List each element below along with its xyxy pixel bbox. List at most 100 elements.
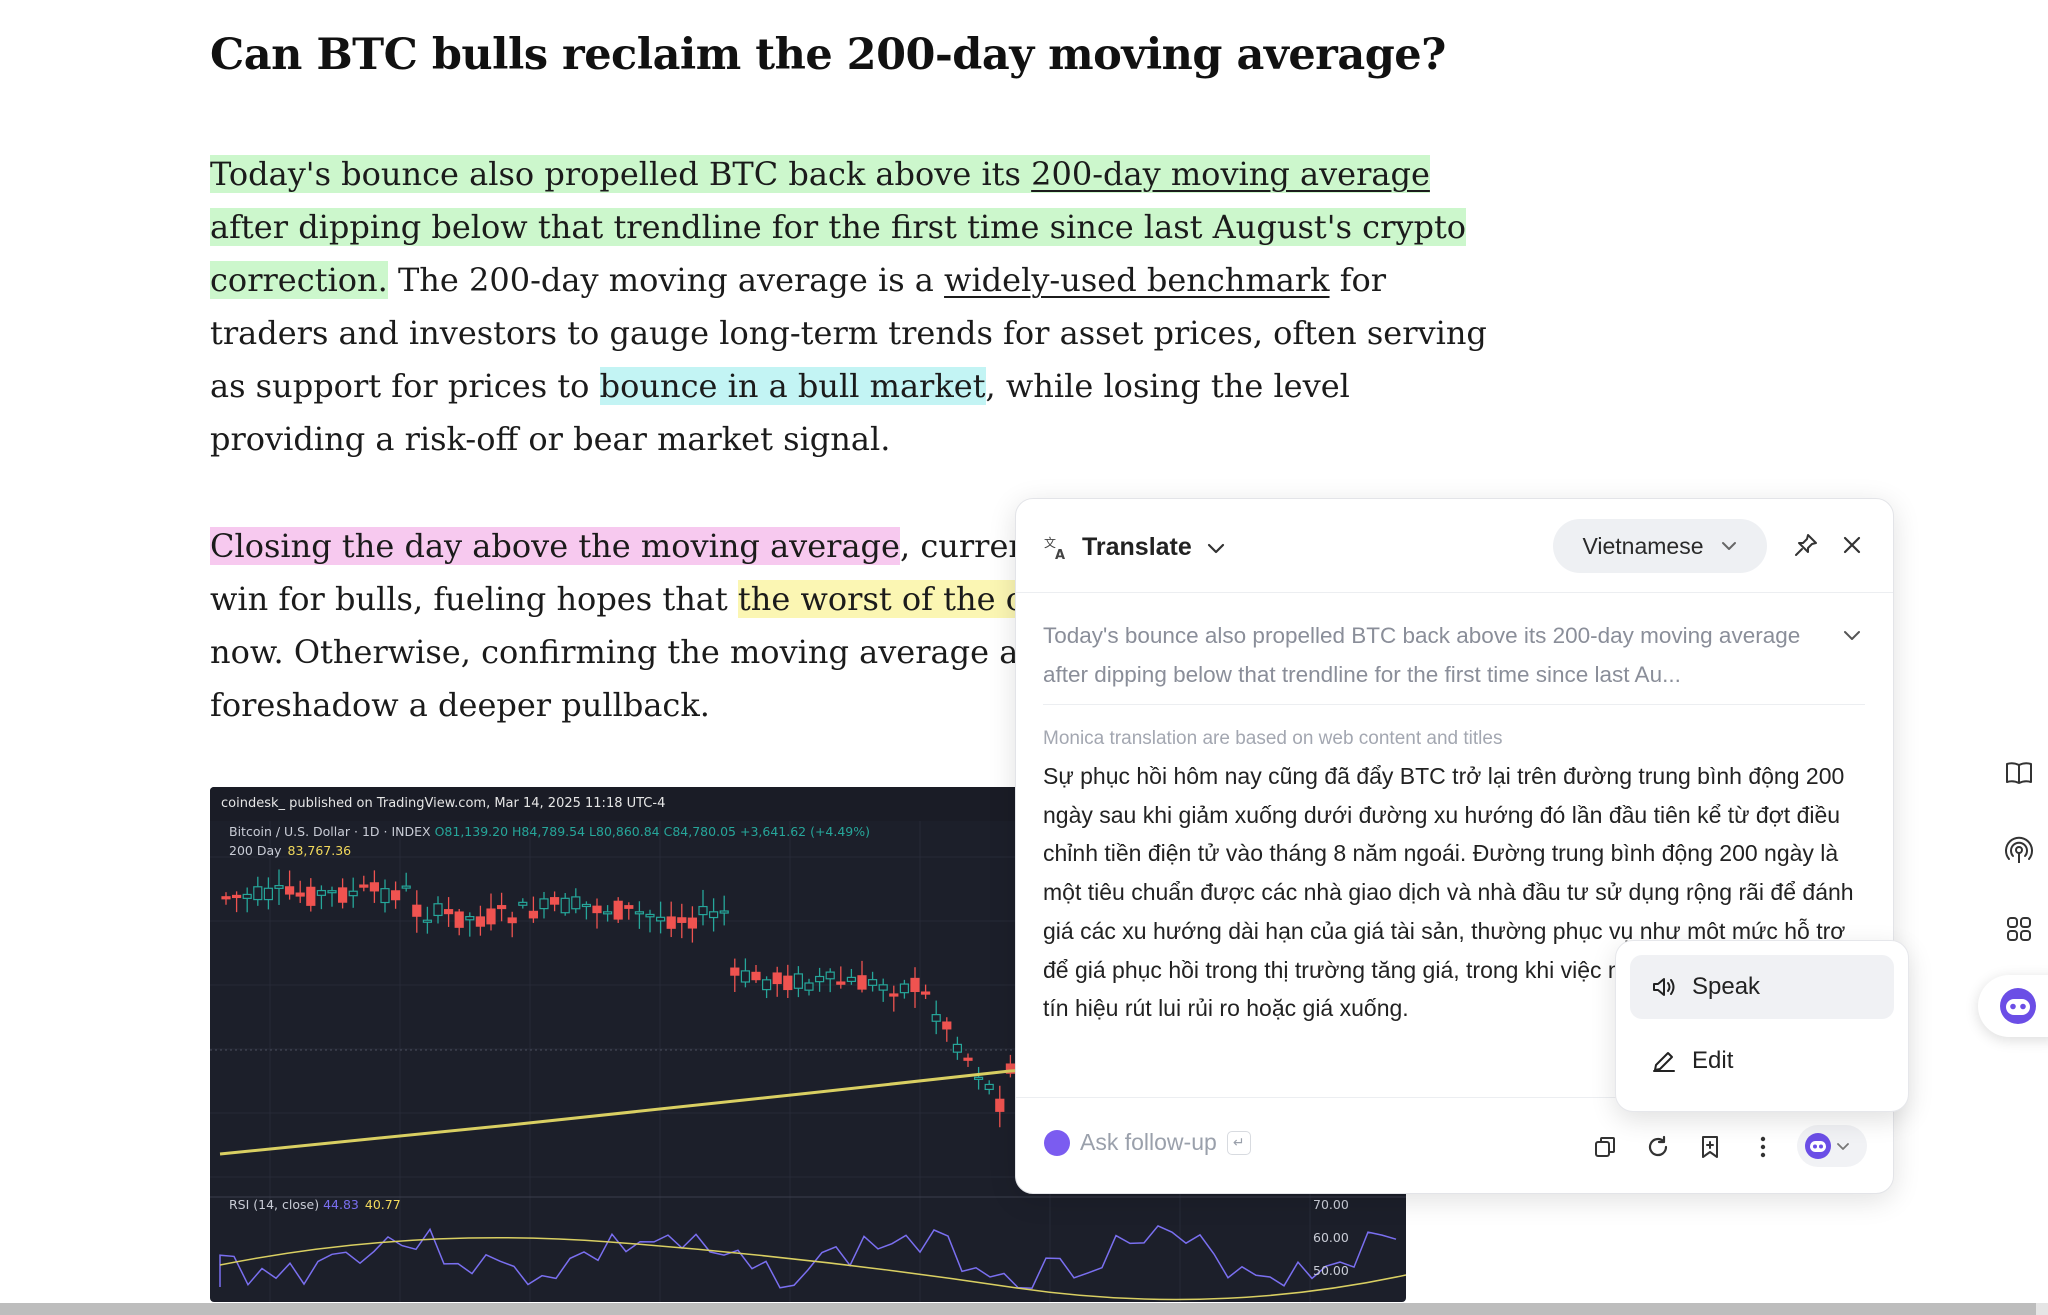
candle-body — [242, 893, 252, 899]
article-headline: Can BTC bulls reclaim the 200-day moving… — [210, 30, 1446, 80]
svg-text:A: A — [1055, 548, 1065, 561]
highlight-green: correction. — [210, 261, 388, 299]
candle-body — [592, 905, 602, 914]
chevron-down-icon — [1837, 1143, 1849, 1150]
chevron-down-icon — [1204, 536, 1228, 560]
more-vertical-icon — [1760, 1136, 1766, 1158]
regenerate-button[interactable] — [1640, 1129, 1676, 1165]
menu-item-speak[interactable]: Speak — [1630, 955, 1894, 1019]
candle-body — [295, 892, 305, 897]
sidebar-apps-button[interactable] — [1990, 898, 2048, 960]
candle-body — [645, 913, 655, 918]
candle-body — [571, 896, 581, 910]
candle-body — [825, 971, 835, 980]
rsi-ma-line — [219, 1237, 1406, 1301]
translation-text: Sự phục hồi hôm nay cũng đã đẩy BTC trở … — [1043, 763, 1873, 1022]
candle-body — [963, 1057, 973, 1061]
pencil-icon — [1653, 1052, 1675, 1072]
highlight-green: Today's bounce also propelled BTC back a… — [210, 155, 1430, 193]
candle-body — [931, 1014, 941, 1022]
monica-avatar-icon — [1805, 1133, 1831, 1159]
follow-up-input[interactable]: Ask follow-up ↵ — [1044, 1129, 1251, 1156]
candle-body — [942, 1021, 952, 1030]
sidebar-reader-button[interactable] — [1990, 742, 2048, 804]
book-icon — [2006, 762, 2032, 784]
candle-body — [603, 911, 613, 915]
more-button[interactable] — [1745, 1129, 1781, 1165]
chart-ma-label: 200 Day 83,767.36 — [229, 843, 352, 858]
candle-body — [454, 911, 464, 928]
bookmark-add-icon — [1702, 1136, 1718, 1158]
rsi-tick: 60.00 — [1313, 1230, 1349, 1245]
sidebar-broadcast-button[interactable] — [1990, 820, 2048, 882]
horizontal-scrollbar[interactable] — [0, 1303, 2048, 1315]
article-paragraph-1: Today's bounce also propelled BTC back a… — [210, 155, 1487, 458]
candle-body — [348, 890, 358, 897]
candle-body — [751, 971, 761, 981]
candle-body — [1005, 1063, 1016, 1074]
candle-body — [772, 972, 782, 985]
candle-body — [444, 909, 454, 915]
sidebar-monica-button[interactable] — [1978, 975, 2048, 1037]
highlight-green: after dipping below that trendline for t… — [210, 208, 1467, 246]
candle-body — [486, 908, 496, 925]
candle-body — [475, 916, 485, 927]
chevron-down-icon — [1844, 631, 1860, 640]
grid-icon — [2007, 917, 2031, 941]
candle-body — [995, 1098, 1005, 1112]
more-options-menu: Speak Edit — [1615, 940, 1909, 1112]
rsi-tick: 70.00 — [1313, 1197, 1349, 1212]
candle-body — [465, 915, 475, 921]
menu-item-edit[interactable]: Edit — [1630, 1029, 1894, 1093]
close-icon — [1843, 536, 1861, 554]
candle-body — [952, 1043, 963, 1053]
podcast-icon — [2005, 836, 2033, 863]
translate-title: Translate — [1082, 533, 1192, 561]
svg-text:文: 文 — [1044, 535, 1056, 550]
candle-body — [581, 903, 591, 908]
pin-button[interactable] — [1788, 527, 1824, 563]
candle-body — [709, 911, 719, 919]
link-200-day-ma[interactable]: 200-day moving average — [1031, 155, 1430, 193]
pin-icon — [1795, 534, 1817, 556]
candle-body — [984, 1083, 994, 1091]
translation-note: Monica translation are based on web cont… — [1043, 728, 1503, 749]
candle-body — [793, 973, 804, 989]
candle-body — [263, 887, 274, 901]
candle-body — [899, 983, 910, 994]
candle-body — [401, 885, 411, 889]
candle-body — [857, 975, 867, 990]
candle-body — [814, 975, 825, 983]
close-button[interactable] — [1834, 527, 1870, 563]
candle-body — [910, 977, 920, 993]
candle-body — [306, 886, 316, 906]
candle-body — [528, 910, 538, 919]
copy-button[interactable] — [1587, 1129, 1623, 1165]
candle-body — [422, 919, 432, 923]
candle-body — [730, 967, 740, 976]
model-select-button[interactable] — [1797, 1125, 1867, 1167]
scrollbar-corner — [2036, 1303, 2048, 1315]
chevron-down-icon — [1721, 542, 1736, 550]
language-value: Vietnamese — [1582, 532, 1704, 559]
candle-body — [497, 905, 507, 910]
link-widely-used-benchmark[interactable]: widely-used benchmark — [944, 261, 1330, 299]
candle-body — [804, 982, 814, 991]
candle-body — [338, 887, 348, 903]
bookmark-button[interactable] — [1692, 1129, 1728, 1165]
source-text: Today's bounce also propelled BTC back a… — [1043, 623, 1801, 687]
candle-body — [846, 976, 857, 983]
speaker-icon — [1653, 978, 1675, 996]
candle-body — [973, 1076, 984, 1080]
candle-body — [656, 916, 666, 922]
candle-body — [698, 905, 708, 916]
candle-body — [613, 900, 623, 920]
monica-logo-icon — [1044, 1129, 1070, 1156]
expand-source-button[interactable] — [1834, 617, 1870, 653]
language-select[interactable]: Vietnamese — [1553, 519, 1767, 573]
candle-body — [878, 984, 888, 991]
candle-body — [391, 890, 401, 901]
candle-body — [253, 886, 263, 901]
candle-body — [634, 911, 644, 915]
